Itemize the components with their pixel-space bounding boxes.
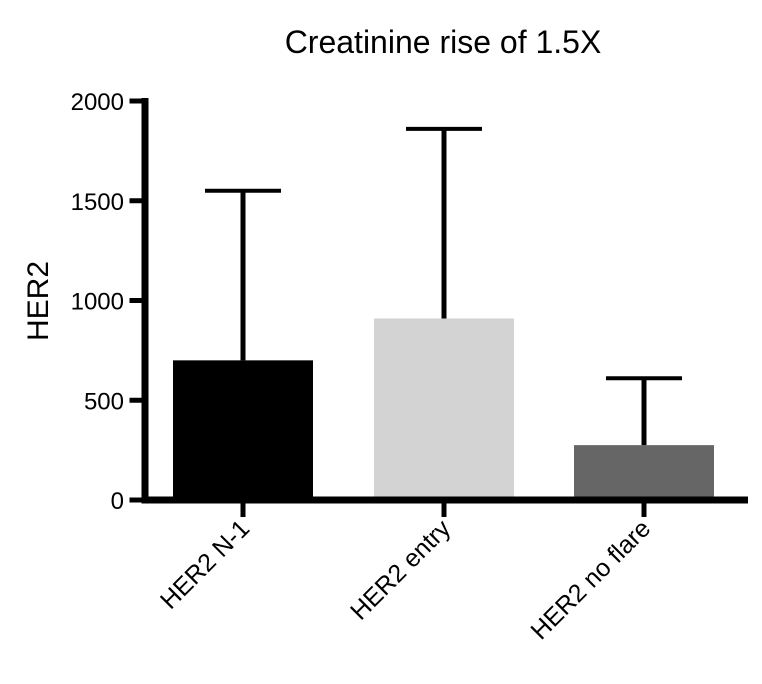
y-tick-label: 500 <box>84 388 124 415</box>
bar-2 <box>374 318 514 500</box>
y-axis-label: HER2 <box>22 261 55 341</box>
y-tick-label: 1000 <box>71 289 124 316</box>
x-tick-label: HER2 N-1 <box>155 514 255 614</box>
x-axis: HER2 N-1 HER2 entry HER2 no flare <box>141 496 748 645</box>
y-axis: 0 500 1000 1500 2000 <box>71 89 149 515</box>
error-bars-layer <box>205 126 682 446</box>
x-tick-label: HER2 no flare <box>525 514 656 645</box>
y-tick-label: 1500 <box>71 189 124 216</box>
bars-layer <box>173 318 714 500</box>
bar-1 <box>173 360 313 500</box>
x-tick-label: HER2 entry <box>345 514 457 626</box>
chart-title: Creatinine rise of 1.5X <box>285 24 602 60</box>
bar-3 <box>574 445 714 500</box>
y-tick-label: 2000 <box>71 89 124 116</box>
y-tick-label: 0 <box>111 488 124 515</box>
